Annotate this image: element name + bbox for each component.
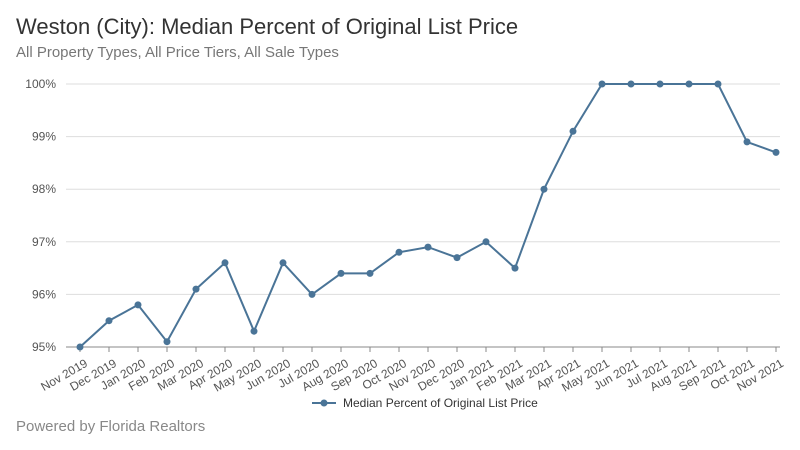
data-point[interactable] xyxy=(511,264,519,272)
data-point[interactable] xyxy=(685,80,693,88)
data-point[interactable] xyxy=(424,243,432,251)
gridlines xyxy=(66,83,780,348)
data-point[interactable] xyxy=(105,317,113,325)
data-point[interactable] xyxy=(163,338,171,346)
y-tick-label: 97% xyxy=(32,235,56,249)
y-tick-label: 98% xyxy=(32,182,56,196)
data-point[interactable] xyxy=(395,248,403,256)
data-point[interactable] xyxy=(308,290,316,298)
data-point[interactable] xyxy=(453,254,461,262)
footer-credit: Powered by Florida Realtors xyxy=(16,418,206,435)
data-point[interactable] xyxy=(569,127,577,135)
chart-subtitle: All Property Types, All Price Tiers, All… xyxy=(16,44,339,61)
data-point[interactable] xyxy=(192,285,200,293)
data-point[interactable] xyxy=(656,80,664,88)
legend[interactable]: Median Percent of Original List Price xyxy=(312,396,538,410)
series-line xyxy=(79,83,777,348)
data-point[interactable] xyxy=(279,259,287,267)
y-tick-label: 96% xyxy=(32,287,56,301)
y-axis-ticks: 95% 96% 97% 98% 99% 100% xyxy=(25,77,56,354)
data-point[interactable] xyxy=(772,148,780,156)
data-point[interactable] xyxy=(540,185,548,193)
series-points xyxy=(76,80,780,351)
data-point[interactable] xyxy=(134,301,142,309)
data-point[interactable] xyxy=(337,269,345,277)
legend-label: Median Percent of Original List Price xyxy=(343,396,538,410)
y-tick-label: 99% xyxy=(32,130,56,144)
data-point[interactable] xyxy=(627,80,635,88)
legend-swatch-marker xyxy=(320,399,328,407)
y-tick-label: 95% xyxy=(32,340,56,354)
data-point[interactable] xyxy=(76,343,84,351)
chart-title: Weston (City): Median Percent of Origina… xyxy=(16,14,519,39)
y-tick-label: 100% xyxy=(25,77,56,91)
data-point[interactable] xyxy=(221,259,229,267)
data-point[interactable] xyxy=(482,238,490,246)
data-point[interactable] xyxy=(598,80,606,88)
data-point[interactable] xyxy=(714,80,722,88)
data-point[interactable] xyxy=(743,138,751,146)
data-point[interactable] xyxy=(366,269,374,277)
data-point[interactable] xyxy=(250,327,258,335)
